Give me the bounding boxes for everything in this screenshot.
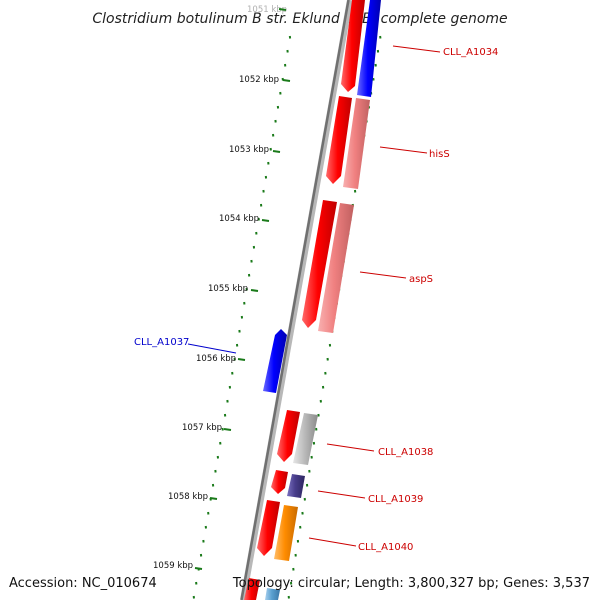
gene-label-cll-a1039[interactable]: CLL_A1039 xyxy=(368,494,423,505)
kbp-label-1056: 1056 kbp xyxy=(196,354,236,364)
kbp-label-1054: 1054 kbp xyxy=(219,214,259,224)
kbp-tick-1054 xyxy=(261,219,270,222)
leader-line-hiss xyxy=(379,146,428,154)
kbp-tick-1052 xyxy=(282,79,291,82)
gene-arrow-cll-a1040-forward[interactable] xyxy=(257,500,280,556)
kbp-label-1052: 1052 kbp xyxy=(239,75,279,85)
leader-line-cll-a1038 xyxy=(326,443,375,452)
kbp-tick-1053 xyxy=(272,150,281,153)
leader-line-cll-a1040 xyxy=(308,537,357,547)
leader-line-cll-a1034 xyxy=(392,45,441,53)
leader-line-cll-a1037 xyxy=(187,343,237,354)
kbp-label-1059: 1059 kbp xyxy=(153,561,193,571)
kbp-tick-1056 xyxy=(237,358,246,361)
accession-text: Accession: NC_010674 xyxy=(9,576,157,591)
kbp-tick-1058 xyxy=(209,497,218,500)
genome-backbone-core xyxy=(240,0,350,600)
gene-arrow-cll-a1038-forward[interactable] xyxy=(277,410,300,462)
gene-label-hiss[interactable]: hisS xyxy=(429,149,450,160)
gene-arrow-bottom-forward[interactable] xyxy=(244,578,260,600)
gene-arrow-cll-a1034-forward[interactable] xyxy=(341,0,365,92)
kbp-tick-1057 xyxy=(223,428,232,431)
kbp-label-1057: 1057 kbp xyxy=(182,423,222,433)
gene-block-cll-a1040-cog[interactable] xyxy=(274,505,298,561)
gene-block-cll-a1039-cog[interactable] xyxy=(287,474,305,498)
genome-backbone xyxy=(240,0,353,600)
kbp-label-1053: 1053 kbp xyxy=(229,145,269,155)
map-title: Clostridium botulinum B str. Eklund 17B,… xyxy=(92,11,507,27)
kbp-tick-1059 xyxy=(194,567,203,570)
gene-label-asps[interactable]: aspS xyxy=(409,274,433,285)
gene-label-cll-a1034[interactable]: CLL_A1034 xyxy=(443,47,498,58)
kbp-tick-1055 xyxy=(250,289,259,292)
gene-arrow-cll-a1037-reverse[interactable] xyxy=(263,329,287,393)
gene-block-cll-a1034-cog[interactable] xyxy=(357,0,381,97)
inner-tick-ring xyxy=(192,35,292,599)
gene-arrow-hiss-forward[interactable] xyxy=(326,96,352,184)
kbp-label-1051: 1051 kbp xyxy=(247,5,287,15)
gene-block-hiss-cog[interactable] xyxy=(343,98,370,189)
leader-line-cll-a1039 xyxy=(317,490,366,499)
gene-block-cll-a1038-cog[interactable] xyxy=(293,413,318,465)
kbp-label-1055: 1055 kbp xyxy=(208,284,248,294)
gene-arrow-cll-a1039-forward[interactable] xyxy=(271,470,288,494)
gene-arrow-asps-forward[interactable] xyxy=(302,200,337,328)
kbp-label-1058: 1058 kbp xyxy=(168,492,208,502)
kbp-tick-1051 xyxy=(278,8,287,11)
leader-line-asps xyxy=(359,271,407,279)
genome-summary-text: Topology: circular; Length: 3,800,327 bp… xyxy=(232,576,590,591)
gene-block-asps-cog[interactable] xyxy=(318,203,354,333)
gene-label-cll-a1038[interactable]: CLL_A1038 xyxy=(378,447,433,458)
gene-label-cll-a1040[interactable]: CLL_A1040 xyxy=(358,542,413,553)
gene-label-cll-a1037[interactable]: CLL_A1037 xyxy=(134,337,189,348)
gene-block-bottom-cog[interactable] xyxy=(265,588,280,600)
